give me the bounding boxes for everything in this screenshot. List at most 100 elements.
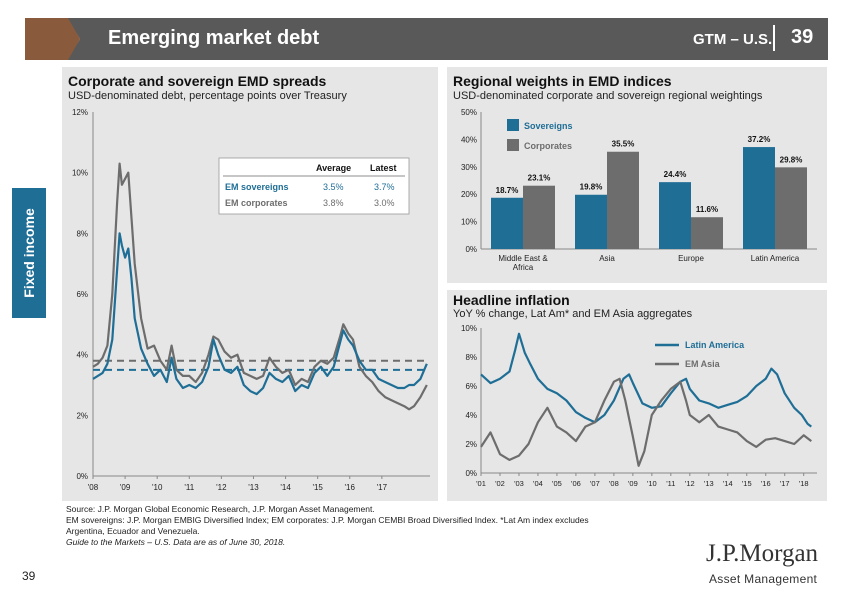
jpmorgan-logo: J.P.Morgan	[706, 540, 819, 567]
table-row-average: 3.8%	[323, 198, 344, 208]
weights-subtitle: USD-denominated corporate and sovereign …	[453, 90, 763, 102]
bar-sovereigns	[491, 197, 523, 249]
page-number: 39	[22, 569, 36, 583]
spreads-y-tick: 8%	[76, 229, 88, 238]
inflation-x-tick: '01	[476, 479, 486, 488]
weights-category-label: Middle East &	[498, 254, 548, 263]
inflation-x-tick: '09	[628, 479, 638, 488]
inflation-x-tick: '12	[685, 479, 695, 488]
inflation-y-tick: 6%	[465, 382, 477, 391]
spreads-y-tick: 0%	[76, 472, 88, 481]
inflation-x-tick: '18	[799, 479, 809, 488]
footer-source: Source: J.P. Morgan Global Economic Rese…	[66, 504, 375, 514]
spreads-panel	[62, 67, 438, 501]
spreads-y-tick: 12%	[72, 108, 88, 117]
header-page-number: 39	[791, 26, 814, 48]
spreads-x-tick: '09	[120, 483, 131, 492]
bar-data-label: 29.8%	[780, 155, 803, 164]
table-row-average: 3.5%	[323, 182, 344, 192]
inflation-x-tick: '07	[590, 479, 600, 488]
bar-data-label: 19.8%	[580, 183, 603, 192]
inflation-y-tick: 10%	[461, 324, 477, 333]
weights-y-tick: 30%	[461, 163, 477, 172]
spreads-x-tick: '16	[345, 483, 356, 492]
weights-category-label: Asia	[599, 254, 615, 263]
legend-swatch-sovereigns	[507, 119, 519, 131]
latin-america-line	[480, 332, 812, 428]
spreads-x-tick: '11	[184, 483, 194, 492]
header-bar	[0, 18, 851, 60]
weights-category-label: Africa	[513, 263, 534, 272]
inflation-x-tick: '02	[495, 479, 505, 488]
legend-label-corporates: Corporates	[524, 141, 572, 151]
em-asia-line	[480, 377, 812, 467]
bar-corporates	[607, 151, 639, 249]
weights-chart: 0% 10% 20% 30% 40% 50% 18.7% 23.1% Middle East &…	[461, 108, 817, 272]
inflation-chart: 0% 2% 4% 6% 8% 10% '01 '02 '03 '04 '05 '06 '07 '08 '09…	[461, 324, 817, 488]
inflation-x-tick: '11	[666, 479, 675, 488]
bar-data-label: 24.4%	[664, 170, 687, 179]
weights-title: Regional weights in EMD indices	[453, 73, 672, 89]
table-row-label: EM corporates	[225, 198, 288, 208]
inflation-x-tick: '04	[533, 479, 543, 488]
inflation-x-tick: '03	[514, 479, 524, 488]
spreads-subtitle: USD-denominated debt, percentage points …	[68, 90, 347, 102]
weights-y-tick: 10%	[461, 218, 477, 227]
bar-sovereigns	[659, 182, 691, 249]
spreads-x-tick: '12	[216, 483, 227, 492]
spreads-y-tick: 6%	[76, 290, 88, 299]
bar-corporates	[691, 217, 723, 249]
spreads-y-tick: 10%	[72, 169, 88, 178]
spreads-x-tick: '15	[312, 483, 323, 492]
inflation-x-tick: '05	[552, 479, 562, 488]
bar-data-label: 18.7%	[496, 186, 519, 195]
sovereigns-line	[92, 232, 428, 396]
weights-category-label: Europe	[678, 254, 704, 263]
inflation-y-tick: 0%	[465, 469, 477, 478]
spreads-x-tick: '14	[280, 483, 291, 492]
fixed-income-tab	[12, 188, 46, 318]
spreads-x-tick: '13	[248, 483, 259, 492]
footer-date: Guide to the Markets – U.S. Data are as …	[66, 537, 286, 547]
inflation-panel	[447, 290, 827, 501]
header-divider	[773, 25, 775, 51]
spreads-x-tick: '10	[152, 483, 163, 492]
inflation-x-tick: '06	[571, 479, 581, 488]
page-title: Emerging market debt	[108, 27, 320, 49]
inflation-title: Headline inflation	[453, 292, 570, 308]
legend-label-em-asia: EM Asia	[685, 359, 721, 369]
table-header-average: Average	[316, 163, 351, 173]
table-row-label: EM sovereigns	[225, 182, 289, 192]
legend-label-sovereigns: Sovereigns	[524, 121, 573, 131]
fixed-income-label: Fixed income	[21, 208, 37, 298]
inflation-y-tick: 4%	[465, 411, 477, 420]
weights-y-tick: 50%	[461, 108, 477, 117]
spreads-y-tick: 4%	[76, 351, 88, 360]
inflation-x-tick: '10	[647, 479, 657, 488]
bar-corporates	[775, 167, 807, 249]
footer-exclusions: Argentina, Ecuador and Venezuela.	[66, 526, 200, 536]
spreads-chart: 0% 2% 4% 6% 8% 10% 12% '08 '09 '10 '11 '12 '13 '14 '15…	[72, 108, 430, 492]
weights-y-tick: 20%	[461, 190, 477, 199]
bar-data-label: 35.5%	[612, 140, 635, 149]
inflation-y-tick: 8%	[465, 353, 477, 362]
header-grey-bar	[68, 18, 828, 60]
spreads-y-tick: 2%	[76, 411, 88, 420]
inflation-x-tick: '16	[761, 479, 771, 488]
spreads-title: Corporate and sovereign EMD spreads	[68, 73, 327, 89]
inflation-x-tick: '17	[780, 479, 790, 488]
corporates-line	[92, 162, 428, 411]
bar-data-label: 11.6%	[696, 205, 718, 214]
gtm-label: GTM – U.S.	[693, 31, 773, 48]
bar-corporates	[523, 185, 555, 249]
weights-y-tick: 40%	[461, 135, 477, 144]
inflation-subtitle: YoY % change, Lat Am* and EM Asia aggreg…	[453, 308, 693, 320]
legend-label-latin-america: Latin America	[685, 340, 745, 350]
footer-indices: EM sovereigns: J.P. Morgan EMBIG Diversi…	[66, 515, 589, 525]
inflation-x-tick: '15	[742, 479, 752, 488]
inflation-x-tick: '13	[704, 479, 714, 488]
inflation-x-tick: '08	[609, 479, 619, 488]
bar-data-label: 37.2%	[748, 135, 771, 144]
table-header-latest: Latest	[370, 163, 397, 173]
bar-sovereigns	[743, 147, 775, 249]
